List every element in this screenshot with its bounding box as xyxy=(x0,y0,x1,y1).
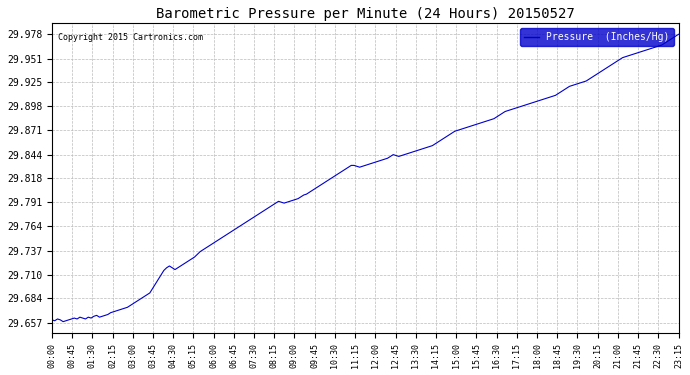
Title: Barometric Pressure per Minute (24 Hours) 20150527: Barometric Pressure per Minute (24 Hours… xyxy=(156,7,575,21)
Legend: Pressure  (Inches/Hg): Pressure (Inches/Hg) xyxy=(520,28,673,46)
Text: Copyright 2015 Cartronics.com: Copyright 2015 Cartronics.com xyxy=(58,33,203,42)
